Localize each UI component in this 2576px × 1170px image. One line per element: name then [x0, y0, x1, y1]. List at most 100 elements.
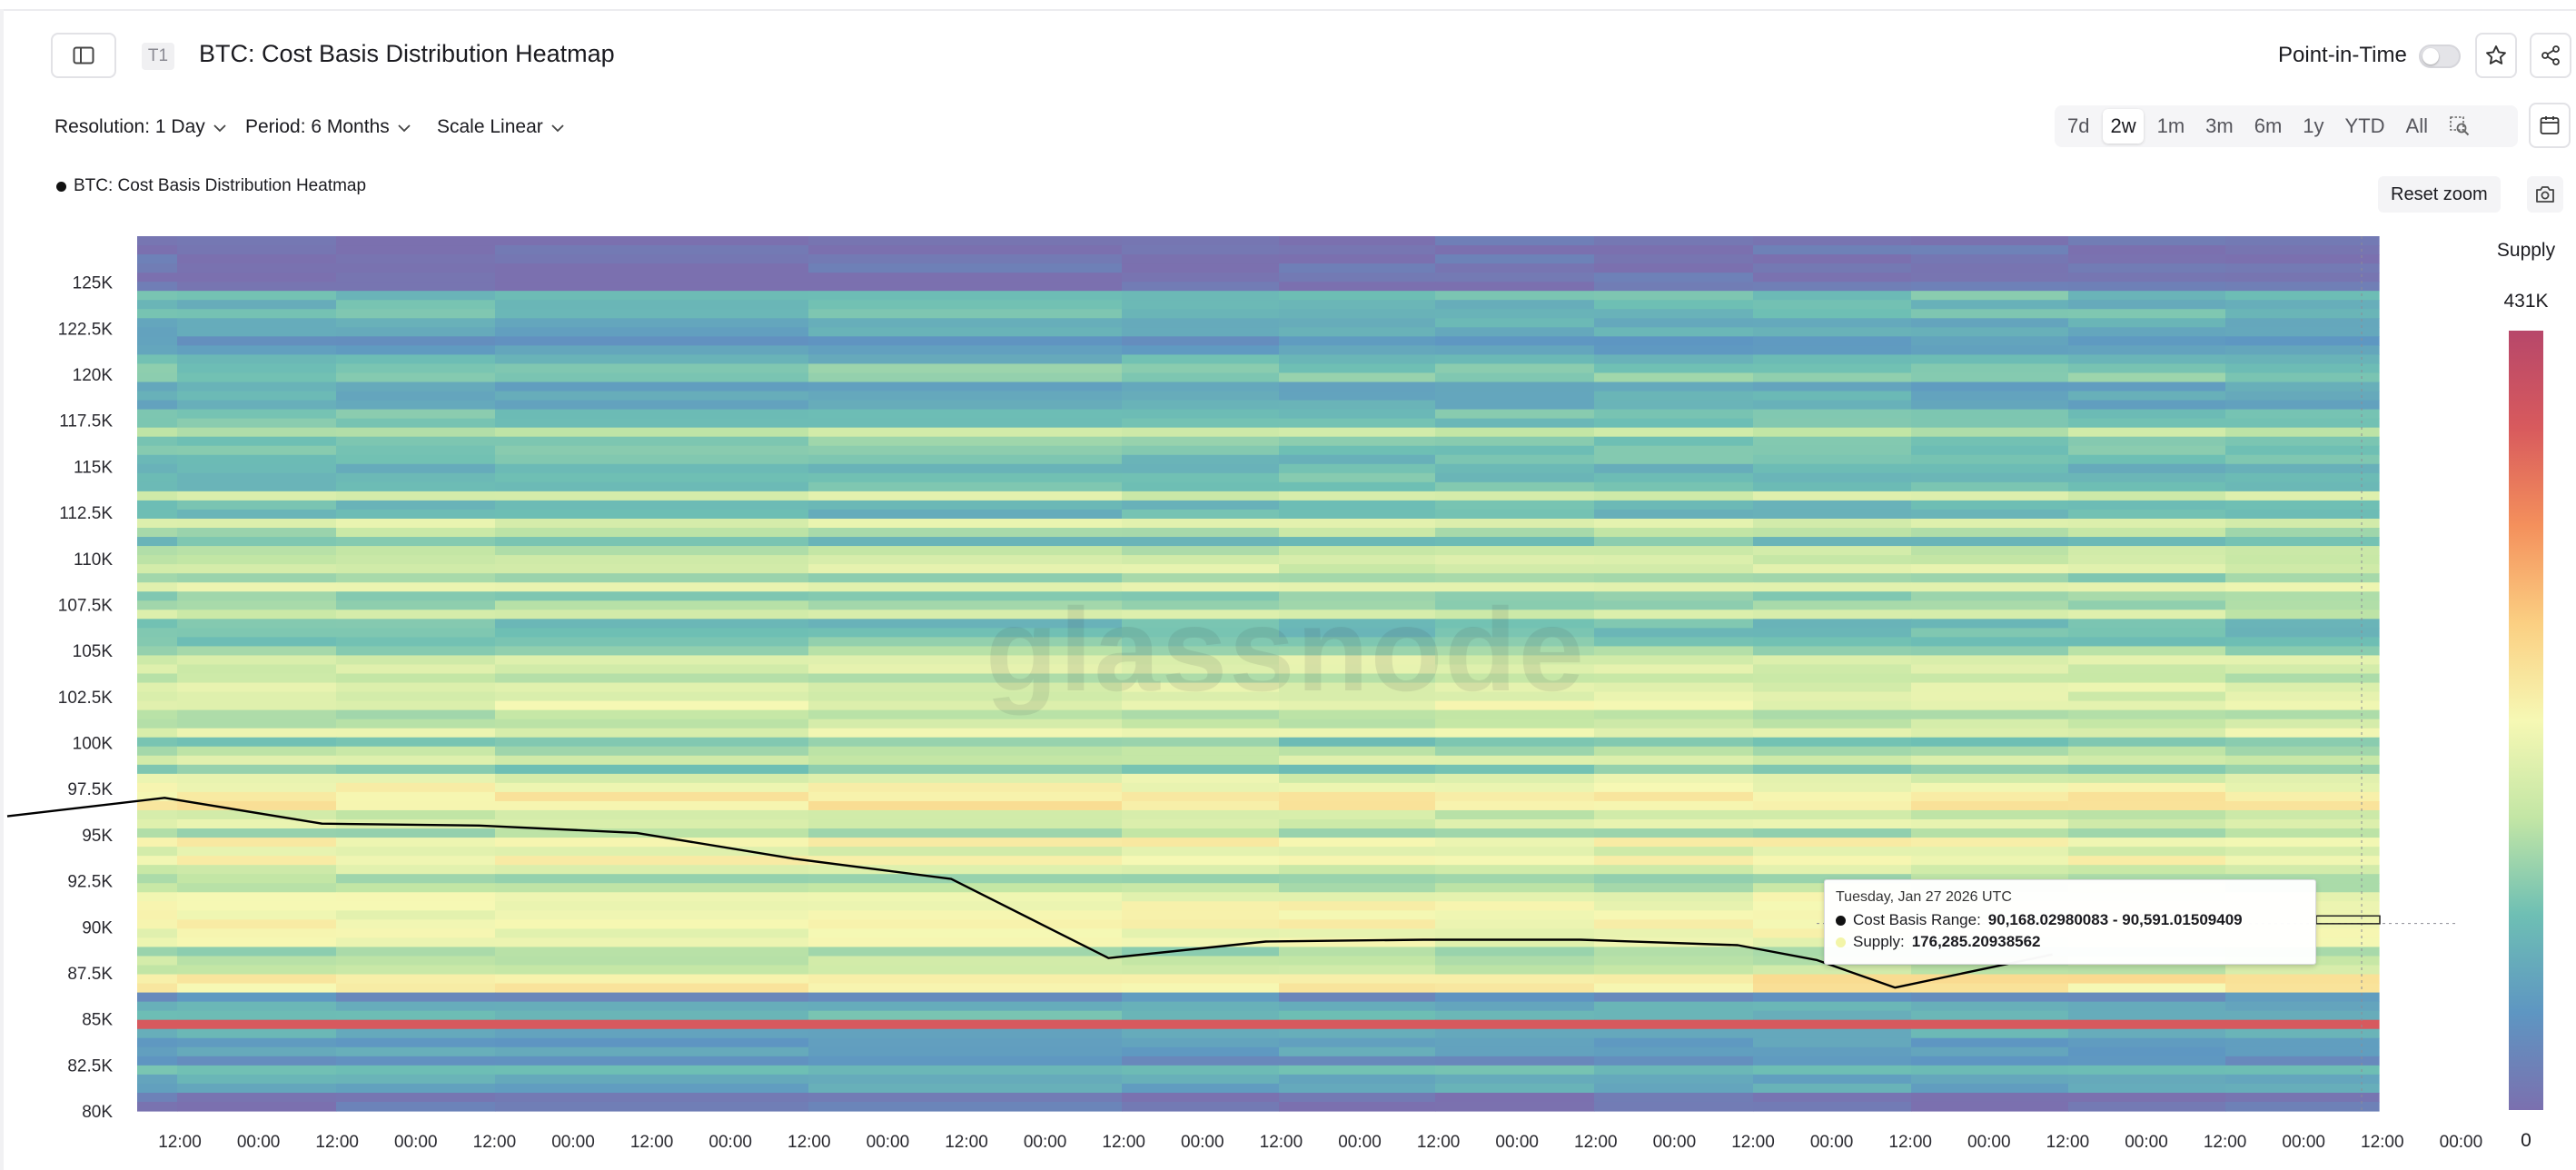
- heatmap-cell: [808, 800, 1123, 811]
- heatmap-cell: [2068, 709, 2226, 720]
- heatmap-cell: [1594, 800, 1754, 811]
- heatmap-cell: [1122, 537, 1280, 547]
- range-7d-button[interactable]: 7d: [2067, 114, 2090, 137]
- heatmap-cell: [177, 737, 337, 748]
- heatmap-cell: [336, 500, 496, 511]
- heatmap-cell: [2068, 800, 2226, 811]
- heatmap-cell: [1122, 764, 1280, 775]
- range-1m-button[interactable]: 1m: [2156, 114, 2185, 137]
- heatmap-cell: [1435, 800, 1595, 811]
- heatmap-cell: [1122, 682, 1280, 693]
- heatmap-cell: [336, 928, 496, 939]
- heatmap-cell: [177, 947, 337, 957]
- heatmap-cell: [137, 409, 178, 420]
- heatmap-cell: [177, 782, 337, 793]
- heatmap-cell: [336, 309, 496, 319]
- range-6m-button[interactable]: 6m: [2254, 114, 2283, 137]
- range-3m-button[interactable]: 3m: [2205, 114, 2234, 137]
- reset-zoom-button[interactable]: Reset zoom: [2378, 176, 2501, 213]
- heatmap-cell: [2068, 828, 2226, 838]
- heatmap-cell: [2225, 463, 2380, 474]
- heatmap-cell: [1435, 300, 1595, 310]
- heatmap-cell: [1122, 555, 1280, 565]
- chevron-down-icon: [213, 124, 226, 133]
- heatmap-cell: [2225, 291, 2380, 301]
- legend-entry[interactable]: BTC: Cost Basis Distribution Heatmap: [56, 176, 366, 196]
- heatmap-cell: [2068, 1046, 2226, 1057]
- heatmap-cell: [1594, 1065, 1754, 1076]
- heatmap-cell: [137, 336, 178, 346]
- heatmap-cell: [1753, 992, 1912, 1003]
- heatmap-cell: [336, 682, 496, 693]
- resolution-dropdown[interactable]: Resolution: 1 Day: [54, 116, 227, 138]
- sidebar-toggle-button[interactable]: [51, 33, 116, 78]
- heatmap-cell: [1435, 1019, 1595, 1030]
- heatmap-cell: [808, 336, 1123, 346]
- heatmap-cell: [1435, 1092, 1595, 1103]
- heatmap-cell: [177, 500, 337, 511]
- heatmap-cell: [177, 1001, 337, 1012]
- heatmap-cell: [2225, 865, 2380, 875]
- heatmap-cell: [336, 746, 496, 757]
- share-button[interactable]: [2530, 33, 2571, 78]
- screenshot-button[interactable]: [2527, 176, 2563, 213]
- heatmap-cell: [1122, 564, 1280, 574]
- period-dropdown[interactable]: Period: 6 Months: [245, 116, 411, 138]
- heatmap-cell: [1435, 682, 1595, 693]
- heatmap-cell: [2068, 573, 2226, 583]
- heatmap-cell: [1911, 682, 2069, 693]
- heatmap-cell: [137, 454, 178, 465]
- favorite-button[interactable]: [2475, 33, 2517, 78]
- point-in-time-toggle[interactable]: [2419, 45, 2461, 68]
- heatmap-cell: [1911, 546, 2069, 556]
- heatmap-cell: [2225, 345, 2380, 356]
- range-all-button[interactable]: All: [2405, 114, 2428, 137]
- zoom-select-button[interactable]: [2442, 110, 2478, 143]
- heatmap-cell: [2225, 309, 2380, 319]
- heatmap-cell: [1279, 491, 1436, 501]
- heatmap-cell: [1435, 983, 1595, 994]
- calendar-button[interactable]: [2529, 103, 2571, 148]
- heatmap-cell: [2068, 819, 2226, 829]
- time-range-selector: 7d 2w 1m 3m 6m 1y YTD All: [2055, 105, 2518, 147]
- heatmap-cell: [1279, 682, 1436, 693]
- heatmap-cell: [808, 755, 1123, 766]
- heatmap-cell: [2225, 800, 2380, 811]
- heatmap-cell: [495, 947, 809, 957]
- heatmap-cell: [808, 1065, 1123, 1076]
- heatmap-cell: [1279, 318, 1436, 328]
- heatmap-cell: [1911, 728, 2069, 739]
- range-1y-button[interactable]: 1y: [2303, 114, 2324, 137]
- tooltip-supply-label: Supply:: [1853, 933, 1905, 950]
- heatmap-cell: [2068, 809, 2226, 820]
- heatmap-cell: [1279, 809, 1436, 820]
- heatmap-cell: [1279, 655, 1436, 666]
- heatmap-cell: [137, 391, 178, 402]
- heatmap-cell: [2225, 582, 2380, 592]
- heatmap-cell: [1753, 646, 1912, 657]
- heatmap-cell: [1594, 947, 1754, 957]
- heatmap-cell: [2225, 655, 2380, 666]
- heatmap-cell: [177, 628, 337, 638]
- heatmap-cell: [1279, 628, 1436, 638]
- heatmap-cell: [1122, 782, 1280, 793]
- heatmap-cell: [1911, 983, 2069, 994]
- heatmap-cell: [1753, 1001, 1912, 1012]
- heatmap-cell: [1122, 546, 1280, 556]
- range-ytd-button[interactable]: YTD: [2344, 114, 2385, 137]
- heatmap-cell: [808, 427, 1123, 438]
- heatmap-cell: [1122, 263, 1280, 273]
- heatmap-cell: [336, 673, 496, 684]
- heatmap-cell: [1435, 363, 1595, 374]
- scale-dropdown[interactable]: Scale Linear: [437, 116, 565, 138]
- heatmap-cell: [137, 892, 178, 902]
- heatmap-cell: [1435, 782, 1595, 793]
- heatmap-cell: [495, 682, 809, 693]
- sidebar-toggle-icon: [73, 46, 94, 64]
- heatmap-cell: [336, 537, 496, 547]
- heatmap-cell: [177, 582, 337, 592]
- heatmap-cell: [808, 582, 1123, 592]
- range-2w-button[interactable]: 2w: [2103, 109, 2144, 144]
- heatmap-cell: [2068, 591, 2226, 601]
